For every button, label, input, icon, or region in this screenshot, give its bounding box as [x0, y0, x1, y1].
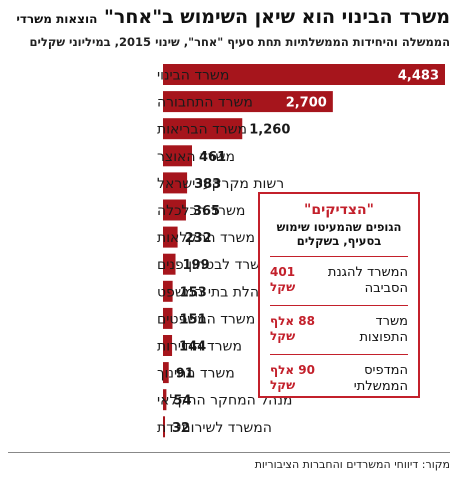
category-label: משרד התיירות [157, 339, 242, 355]
value-label: 383 [194, 177, 221, 192]
bar [163, 64, 445, 85]
category-label: רשות מקרקעי ישראל [157, 176, 284, 192]
bar [163, 118, 243, 140]
bar [163, 172, 188, 194]
value-label: 144 [179, 340, 206, 355]
category-label: משרד התחבורה [157, 95, 253, 111]
bar [163, 199, 186, 221]
source-divider [8, 452, 450, 453]
bar [163, 307, 173, 329]
category-label: משרד החקלאות [157, 230, 255, 246]
bar-chart: משרד הבינוי 4,483 משרד התחבורה 2,700 משרד הב… [157, 64, 445, 438]
value-label: 2,700 [286, 96, 327, 111]
value-label: 54 [173, 394, 191, 409]
box-item-name: המשרד להגנת הסביבה [327, 265, 408, 296]
bar [163, 335, 173, 356]
value-label: 365 [193, 204, 220, 219]
page-subtitle: הממשלה והיחידות הממשלתיות תחת סעיף "אחר"… [29, 35, 450, 49]
box-description: הגופים שהמעיטו שימוש בסעיף, בשקלים [276, 220, 402, 248]
box-divider [270, 256, 408, 257]
tzadikim-box: "הצדיקים" הגופים שהמעיטו שימוש בסעיף, בש… [258, 192, 420, 398]
bar [163, 416, 166, 438]
bar [163, 280, 173, 302]
value-label: 232 [185, 231, 212, 246]
box-item: המדפיס הממשלתי 90 אלף שקל [270, 354, 408, 403]
page-title: משרד הבינוי הוא שיאן השימוש ב"אחר" הוצאו… [6, 6, 450, 30]
box-item: המשרד להגנת הסביבה 401 שקל [270, 257, 408, 305]
box-item-amount: 401 שקל [270, 265, 296, 294]
box-item-name: המדפיס הממשלתי [353, 363, 408, 394]
box-item-amount: 90 אלף שקל [270, 363, 315, 392]
bar [163, 226, 178, 248]
box-title: "הצדיקים" [304, 202, 374, 218]
category-label: משרד האוצר [157, 149, 235, 165]
value-label: 32 [172, 421, 190, 436]
title-suffix: הוצאות משרדי [16, 12, 98, 26]
bar [163, 389, 167, 411]
title-main: משרד הבינוי הוא שיאן השימוש ב"אחר" [103, 6, 450, 28]
bar [163, 362, 169, 384]
value-label: 151 [179, 312, 206, 327]
category-label: הנהלת בתי המשפט [157, 284, 274, 300]
value-label: 461 [199, 150, 226, 165]
value-label: 91 [176, 367, 194, 382]
value-label: 1,260 [249, 123, 290, 138]
category-label: המשרד לשירותי דת [157, 420, 272, 436]
category-label: משרד לבטחון פנים [157, 257, 270, 273]
bar [163, 145, 192, 167]
box-item: משרד התפוצות 88 אלף שקל [270, 305, 408, 354]
bar [163, 91, 333, 113]
category-label: משרד החינוך [157, 366, 235, 382]
value-label: 153 [180, 285, 207, 300]
box-item-amount: 88 אלף שקל [270, 314, 315, 343]
category-label: משרד הבינוי [157, 68, 229, 84]
bar [163, 253, 176, 275]
box-item-name: משרד התפוצות [359, 314, 409, 345]
source-note: מקור: דיווחי המשרדים והחברות הציבוריות [254, 458, 450, 471]
category-label: משרד המשפטים [157, 311, 255, 327]
category-label: משרד הכלכלה [157, 203, 245, 219]
category-label: משרד הבריאות [157, 122, 247, 138]
value-label: 199 [183, 258, 210, 273]
value-label: 4,483 [398, 69, 439, 84]
